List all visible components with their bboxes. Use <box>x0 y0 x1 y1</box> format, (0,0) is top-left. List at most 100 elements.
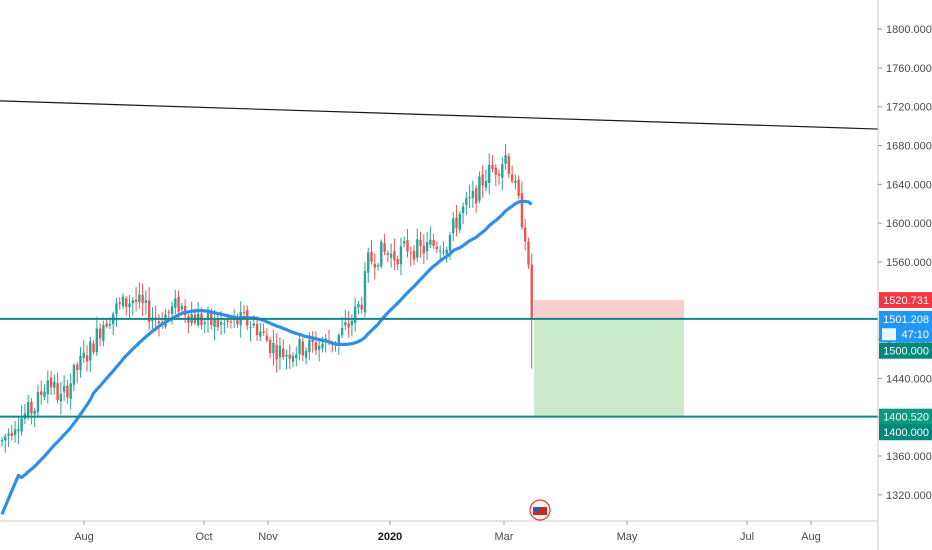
candlestick-series <box>0 144 533 453</box>
price-tick-label: 1320.000 <box>886 490 932 502</box>
price-badge <box>879 408 932 425</box>
candle-body <box>115 303 118 315</box>
candle-body <box>128 303 131 308</box>
candle-body <box>105 323 108 327</box>
candle-body <box>367 252 370 273</box>
candle-body <box>223 323 226 325</box>
candle-body <box>262 331 265 333</box>
candle-body <box>66 385 69 398</box>
candle-body <box>10 432 14 436</box>
countdown-box <box>882 328 896 341</box>
candle-body <box>17 429 20 432</box>
candle-body <box>203 322 206 324</box>
candle-body <box>344 322 347 326</box>
candle-body <box>484 180 488 188</box>
candle-body <box>131 300 134 304</box>
candle-body <box>259 331 262 337</box>
candle-body <box>72 365 76 385</box>
candle-body <box>442 251 445 253</box>
candle-body <box>89 341 92 361</box>
candle-body <box>167 311 170 313</box>
time-tick-label: May <box>617 531 638 543</box>
candle-body <box>452 218 455 234</box>
moving-average-line <box>0 199 533 515</box>
candle-body <box>488 164 491 183</box>
candle-body <box>337 334 341 344</box>
candle-body <box>383 243 386 252</box>
price-badge <box>879 292 932 309</box>
candle-body <box>353 306 357 323</box>
candle-body <box>314 342 318 351</box>
price-axis[interactable]: 1320.0001360.0001400.0001440.0001480.000… <box>877 0 932 550</box>
time-axis[interactable]: Aug Oct Nov 2020 Mar May Jul Aug <box>0 520 878 543</box>
time-tick-label: Nov <box>258 531 278 543</box>
candle-body <box>481 174 484 186</box>
candle-body <box>478 176 481 201</box>
candle-body <box>49 377 53 388</box>
position-zones <box>534 300 684 417</box>
logo-flag-canton <box>533 507 539 511</box>
price-badge <box>879 424 932 441</box>
price-badge-label: 47:10 <box>901 329 929 341</box>
take-profit-zone <box>534 319 684 417</box>
candle-body <box>252 323 255 326</box>
candle-body <box>216 320 220 328</box>
candle-body <box>79 355 82 371</box>
price-badge-label: 1500.000 <box>883 346 929 358</box>
price-badge-label: 1400.520 <box>883 412 929 424</box>
candle-body <box>448 235 452 251</box>
price-tick-label: 1760.000 <box>886 63 932 75</box>
flag-logo-icon <box>529 499 551 521</box>
candle-body <box>501 164 504 178</box>
candle-body <box>206 313 210 321</box>
candle-body <box>285 354 288 357</box>
candle-body <box>255 323 259 336</box>
candle-body <box>147 300 151 322</box>
time-tick-label: Jul <box>740 531 754 543</box>
candle-body <box>46 380 49 395</box>
candle-body <box>311 337 314 342</box>
price-tick-label: 1680.000 <box>886 141 932 153</box>
logo-flag <box>533 507 547 515</box>
candle-body <box>95 328 99 353</box>
candle-body <box>295 354 298 359</box>
candle-body <box>144 300 148 303</box>
candle-body <box>438 250 442 252</box>
candle-body <box>180 305 184 310</box>
candle-body <box>40 391 43 396</box>
candle-body <box>321 343 324 348</box>
time-tick-label: Aug <box>74 531 94 543</box>
candle-body <box>288 354 291 359</box>
candle-body <box>62 385 66 392</box>
candle-body <box>229 321 233 323</box>
candle-body <box>524 227 527 242</box>
candle-body <box>517 179 520 196</box>
candle-body <box>425 242 429 252</box>
candle-body <box>304 350 308 358</box>
candle-body <box>108 324 112 326</box>
candle-body <box>53 381 56 388</box>
candle-body <box>389 253 393 258</box>
candle-body <box>399 246 403 265</box>
candle-body <box>134 299 138 302</box>
candle-body <box>376 265 380 267</box>
candle-body <box>527 241 530 265</box>
candle-body <box>82 352 85 359</box>
candle-body <box>272 342 275 354</box>
price-tick-label: 1560.000 <box>886 257 932 269</box>
candle-body <box>340 328 344 336</box>
candle-body <box>435 246 439 250</box>
candle-body <box>510 174 514 182</box>
candle-body <box>422 245 426 254</box>
time-tick-label: Mar <box>495 531 514 543</box>
candle-body <box>419 240 422 246</box>
candle-body <box>213 318 216 328</box>
candle-body <box>494 167 497 175</box>
price-badge <box>879 342 932 359</box>
time-tick-label: Aug <box>801 531 821 543</box>
price-tick-label: 1600.000 <box>886 218 932 230</box>
candle-body <box>268 339 272 353</box>
candle-body <box>363 271 367 313</box>
candle-body <box>278 345 282 358</box>
